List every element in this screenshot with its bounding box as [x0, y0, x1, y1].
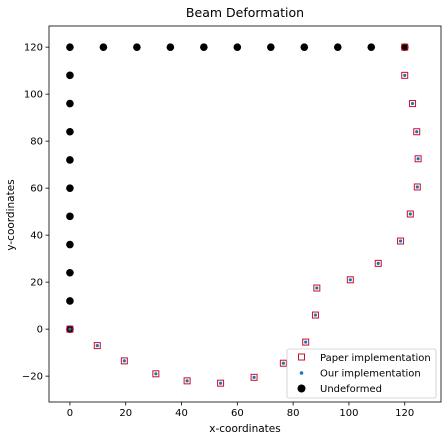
- undeformed-point: [66, 127, 74, 136]
- legend-label-undeformed: Undeformed: [320, 384, 382, 395]
- our-implementation-point: [398, 239, 403, 243]
- our-implementation-point: [154, 372, 158, 376]
- paper-implementation-point: [302, 338, 310, 346]
- legend-marker-undeformed: [297, 384, 306, 393]
- x-tick-label: 0: [67, 408, 73, 419]
- undeformed-point: [66, 156, 74, 164]
- paper-implementation-point: [413, 183, 421, 191]
- our-implementation-point: [304, 340, 308, 344]
- y-tick-label: 60: [30, 184, 43, 195]
- undeformed-point: [400, 43, 409, 51]
- x-tick-label: 20: [119, 408, 132, 419]
- undeformed-point: [66, 240, 74, 249]
- paper-implementation-point: [152, 370, 160, 378]
- y-tick-label: 120: [24, 43, 43, 54]
- plot-frame: [48, 25, 442, 403]
- paper-implementation-point: [374, 259, 382, 267]
- our-implementation-point: [185, 379, 189, 383]
- x-tick-label: 60: [231, 408, 244, 419]
- legend-box: [286, 348, 437, 399]
- undeformed-point: [99, 43, 108, 51]
- undeformed-point: [267, 43, 275, 51]
- undeformed-point: [66, 43, 74, 51]
- x-tick-label: 100: [339, 408, 358, 419]
- our-implementation-point: [218, 381, 223, 385]
- paper-implementation-point: [250, 373, 258, 381]
- x-tick-label: 40: [175, 408, 188, 419]
- paper-implementation-point: [401, 43, 409, 51]
- paper-implementation-point: [397, 237, 405, 245]
- legend-label-paper: Paper implementation: [320, 353, 431, 364]
- paper-implementation-point: [414, 155, 422, 163]
- our-implementation-point: [68, 327, 72, 331]
- undeformed-point: [200, 43, 208, 51]
- undeformed-point: [66, 184, 74, 192]
- y-tick-label: 40: [30, 231, 43, 242]
- y-tick-label: −20: [22, 372, 43, 383]
- legend-marker-ours: [299, 371, 304, 375]
- x-tick-label: 120: [395, 408, 414, 419]
- undeformed-point: [66, 268, 74, 277]
- paper-implementation-point: [66, 325, 74, 333]
- legend-marker-paper: [298, 353, 305, 361]
- y-tick-label: 100: [24, 90, 43, 101]
- axis-ticks: 0 20 40 60 80 100 120 −20 0 20 40 60 80 100 120: [22, 43, 414, 419]
- our-implementation-point: [281, 361, 285, 365]
- chart-title: Beam Deformation: [186, 5, 304, 20]
- our-implementation-point: [376, 261, 380, 265]
- our-implementation-point: [313, 313, 318, 317]
- our-implementation-point: [416, 157, 420, 161]
- undeformed-point: [233, 43, 242, 51]
- legend: Paper implementation Our implementation …: [286, 348, 437, 399]
- paper-implementation-point: [183, 377, 191, 385]
- paper-implementation-point: [346, 276, 354, 284]
- our-implementation-point: [415, 130, 419, 134]
- paper-implementation-point: [406, 210, 414, 218]
- y-axis-label: y-coordinates: [5, 179, 17, 250]
- undeformed-point: [166, 43, 175, 51]
- our-implementation-point: [408, 212, 412, 216]
- undeformed-point: [66, 297, 74, 305]
- paper-implementation-point: [311, 311, 319, 319]
- paper-implementation-point: [120, 357, 128, 365]
- y-tick-label: 0: [37, 325, 43, 336]
- data-marks: [66, 43, 422, 387]
- our-implementation-point: [252, 375, 256, 379]
- undeformed-point: [333, 43, 342, 51]
- undeformed-point: [133, 43, 141, 51]
- undeformed-point: [66, 71, 74, 80]
- paper-implementation-point: [401, 71, 409, 79]
- x-tick-label: 80: [287, 408, 300, 419]
- our-implementation-point: [410, 101, 415, 106]
- paper-implementation-point: [409, 100, 417, 108]
- paper-implementation-point: [93, 342, 101, 350]
- undeformed-point: [300, 43, 309, 51]
- y-tick-label: 80: [30, 137, 43, 148]
- paper-implementation-point: [313, 284, 321, 292]
- paper-implementation-point: [217, 379, 225, 387]
- our-implementation-point: [315, 286, 319, 290]
- y-tick-label: 20: [30, 278, 43, 289]
- our-implementation-point: [403, 73, 407, 77]
- undeformed-point: [367, 43, 376, 51]
- legend-label-ours: Our implementation: [320, 369, 421, 380]
- x-axis-label: x-coordinates: [209, 423, 280, 435]
- paper-implementation-point: [413, 128, 421, 136]
- our-implementation-point: [122, 359, 126, 363]
- our-implementation-point: [415, 185, 419, 189]
- undeformed-point: [66, 99, 74, 108]
- paper-implementation-point: [279, 359, 287, 367]
- our-implementation-point: [348, 278, 352, 282]
- our-implementation-point: [95, 344, 99, 348]
- undeformed-point: [66, 212, 74, 221]
